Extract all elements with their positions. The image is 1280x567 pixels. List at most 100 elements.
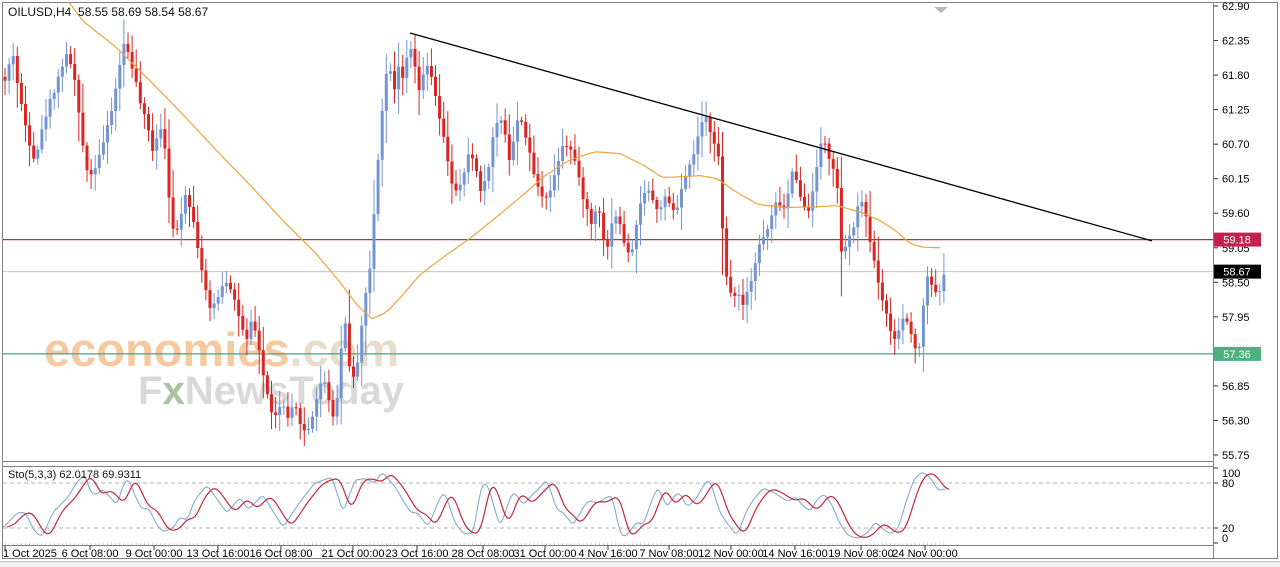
candle-body xyxy=(885,300,888,314)
candle-body xyxy=(942,274,946,292)
candle xyxy=(438,74,442,136)
candle-body xyxy=(167,148,171,198)
candle-body xyxy=(376,159,380,215)
candle-body xyxy=(872,241,876,261)
candle xyxy=(442,101,446,143)
time-axis[interactable]: 1 Oct 2025 6 Oct 08:00 9 Oct 00:00 13 Oct 1… xyxy=(3,543,958,560)
candle xyxy=(475,154,478,178)
candle-body xyxy=(216,297,220,304)
candle xyxy=(819,127,823,180)
candle-body xyxy=(15,55,19,83)
candle-body xyxy=(651,190,655,200)
candle-body xyxy=(270,394,273,413)
price-axis[interactable]: 62.9062.3561.8061.2560.7060.1559.6059.05… xyxy=(1213,1,1262,545)
candle xyxy=(737,284,741,311)
candle-body xyxy=(671,203,675,210)
candle xyxy=(516,102,519,165)
candle-body xyxy=(917,346,921,349)
candle-body xyxy=(454,183,458,191)
candle-body xyxy=(700,122,704,137)
candle-body xyxy=(483,181,487,192)
candle xyxy=(179,197,183,247)
time-axis-label: 31 Oct 00:00 xyxy=(514,548,577,560)
candle xyxy=(323,371,327,394)
candle-body xyxy=(548,190,552,198)
candle-body xyxy=(73,63,77,80)
candle xyxy=(725,216,729,286)
candle-body xyxy=(528,137,532,153)
candle-body xyxy=(163,129,167,149)
candle xyxy=(852,221,856,244)
price-axis-label: 56.30 xyxy=(1222,415,1250,427)
candle-body xyxy=(708,117,712,133)
candle xyxy=(97,139,101,175)
candle-body xyxy=(475,158,478,172)
candle xyxy=(872,230,876,269)
candle-body xyxy=(544,196,548,198)
candle-body xyxy=(7,64,11,81)
candle xyxy=(667,186,671,207)
support-price-badge-label: 57.36 xyxy=(1223,349,1251,361)
candle-body xyxy=(819,143,823,168)
stochastic-d-line xyxy=(6,473,950,539)
moving-average-line[interactable] xyxy=(60,0,941,320)
candle xyxy=(581,167,585,218)
candle-body xyxy=(200,248,204,271)
resistance-price-badge xyxy=(1214,232,1261,247)
candle-body xyxy=(516,120,519,142)
candle xyxy=(306,417,310,436)
candle-body xyxy=(89,170,93,175)
candle-body xyxy=(491,137,495,167)
descending-trendline[interactable] xyxy=(409,32,1153,242)
candle xyxy=(229,275,232,294)
candle xyxy=(28,112,32,167)
candle xyxy=(536,157,540,197)
candle-body xyxy=(335,398,339,417)
candle xyxy=(831,151,835,187)
candle-body xyxy=(208,290,212,309)
candle-body xyxy=(60,66,64,77)
time-axis-label: 24 Nov 00:00 xyxy=(892,548,957,560)
candle xyxy=(372,180,376,293)
candle-body xyxy=(364,293,368,326)
candle xyxy=(839,156,843,297)
indicator-panel[interactable] xyxy=(3,472,1213,539)
candle xyxy=(282,399,286,415)
candle-body xyxy=(835,168,839,189)
candle xyxy=(479,165,483,203)
candle xyxy=(770,204,774,243)
candle xyxy=(753,252,757,301)
candle xyxy=(798,166,802,202)
candle xyxy=(540,171,544,208)
candle xyxy=(606,230,610,260)
candle xyxy=(528,123,532,172)
candle xyxy=(331,390,335,426)
candle xyxy=(233,282,237,311)
candle xyxy=(196,205,200,259)
candle-body xyxy=(921,305,925,347)
candle-body xyxy=(766,229,770,238)
candle xyxy=(69,46,73,69)
candle-body xyxy=(347,323,351,367)
candle-body xyxy=(196,221,200,249)
candle xyxy=(413,34,417,84)
candle-body xyxy=(118,65,122,89)
candle xyxy=(663,188,667,221)
time-axis-label: 23 Oct 16:00 xyxy=(386,548,449,560)
candle-body xyxy=(77,79,81,113)
candle-body xyxy=(93,168,97,175)
chart-shift-marker-icon[interactable] xyxy=(934,7,948,13)
candle-body xyxy=(675,207,679,210)
candle-body xyxy=(360,325,364,363)
candle xyxy=(495,103,499,157)
candle-body xyxy=(643,192,647,204)
candle-body xyxy=(257,330,261,351)
candle xyxy=(89,159,93,190)
candle xyxy=(302,407,306,446)
candle xyxy=(327,369,331,413)
candle xyxy=(532,135,536,178)
candle xyxy=(237,282,241,337)
candle-body xyxy=(142,103,146,115)
